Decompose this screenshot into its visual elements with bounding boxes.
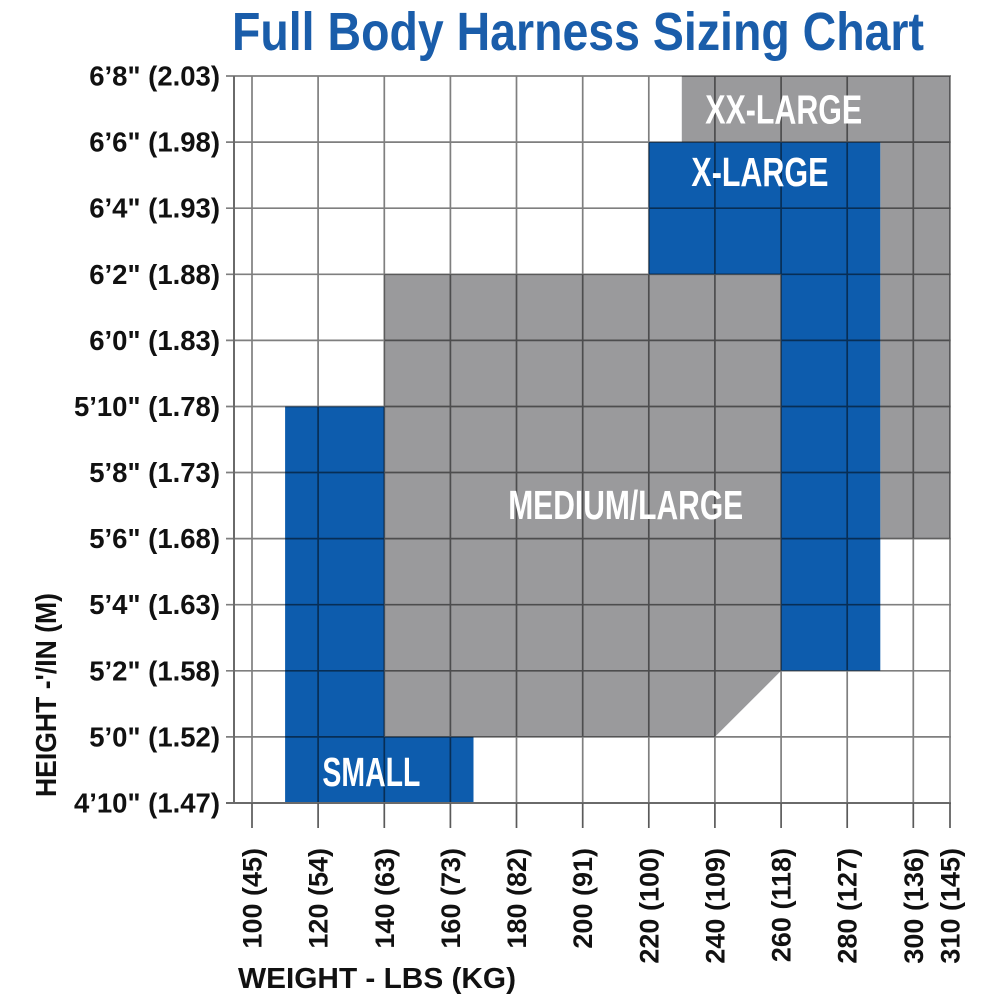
- y-tick-labels: 6’8" (2.03) 6’6" (1.98) 6’4" (1.93) 6’2" (1…: [74, 61, 220, 819]
- x-tick-label: 200 (91): [568, 848, 598, 949]
- x-tick-label: 180 (82): [502, 848, 532, 949]
- y-tick-label: 5’0" (1.52): [89, 721, 220, 752]
- x-tick-labels: 100 (45) 120 (54) 140 (63) 160 (73) 180 (82)…: [238, 848, 966, 964]
- y-tick-label: 5’6" (1.68): [89, 523, 220, 554]
- region-label-x-large: X-LARGE: [691, 149, 828, 195]
- region-labels: MEDIUM/LARGE XX-LARGE X-LARGE SMALL: [322, 87, 862, 795]
- y-axis-title: HEIGHT -'/IN (M): [31, 593, 63, 797]
- x-tick-label: 310 (145): [936, 848, 966, 964]
- x-tick-label: 100 (45): [238, 848, 268, 949]
- y-tick-label: 5’4" (1.63): [89, 589, 220, 620]
- y-tick-label: 5’2" (1.58): [89, 655, 220, 686]
- y-tick-label: 6’0" (1.83): [89, 325, 220, 356]
- x-tick-label: 140 (63): [370, 848, 400, 949]
- y-tick-label: 6’4" (1.93): [89, 193, 220, 224]
- y-tick-label: 5’8" (1.73): [89, 457, 220, 488]
- x-tick-label: 280 (127): [833, 848, 863, 964]
- x-tick-label: 240 (109): [700, 848, 730, 964]
- y-tick-label: 6’6" (1.98): [89, 127, 220, 158]
- x-axis-title: WEIGHT - LBS (KG): [238, 963, 516, 995]
- plot-borders: [226, 76, 951, 804]
- y-tick-label: 6’8" (2.03): [89, 61, 220, 92]
- chart-title: Full Body Harness Sizing Chart: [232, 2, 924, 62]
- y-tick-label: 4’10" (1.47): [74, 788, 220, 819]
- region-label-xx-large: XX-LARGE: [705, 87, 862, 133]
- x-tick-label: 120 (54): [304, 848, 334, 949]
- region-xx-large: [681, 76, 950, 539]
- region-label-medium-large: MEDIUM/LARGE: [508, 482, 743, 528]
- plot-gridlines: [226, 75, 951, 804]
- axis-ticks: [251, 803, 951, 828]
- y-tick-label: 5’10" (1.78): [74, 391, 220, 422]
- x-tick-label: 220 (100): [634, 848, 664, 964]
- region-label-small: SMALL: [322, 749, 420, 795]
- x-tick-label: 160 (73): [436, 848, 466, 949]
- y-tick-label: 6’2" (1.88): [89, 259, 220, 290]
- x-tick-label: 300 (136): [899, 848, 929, 964]
- x-tick-label: 260 (118): [767, 848, 797, 962]
